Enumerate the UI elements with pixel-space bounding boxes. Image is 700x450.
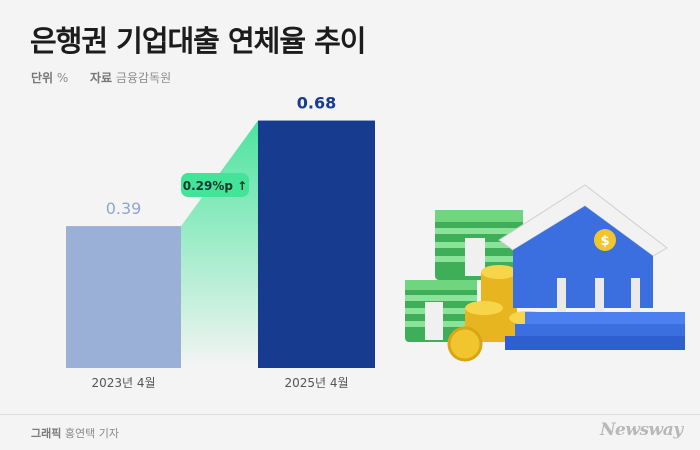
- chart-meta: 단위 % 자료 금융감독원: [31, 69, 171, 86]
- credit-key: 그래픽: [31, 427, 62, 440]
- cash-stack-icon: [405, 210, 523, 342]
- footer-divider: [0, 414, 700, 415]
- bank-money-illustration: $: [405, 184, 685, 362]
- bank-icon: $: [498, 184, 685, 350]
- chart-title: 은행권 기업대출 연체율 추이: [30, 24, 366, 58]
- unit-value: %: [56, 71, 69, 85]
- bar-0: [66, 226, 181, 368]
- bar-value-label-1: 0.68: [297, 94, 336, 113]
- source-key: 자료: [89, 71, 113, 85]
- increase-band: [181, 120, 258, 368]
- unit-key: 단위: [31, 71, 54, 85]
- newsway-logo: Newsway: [600, 420, 683, 440]
- category-label-1: 2025년 4월: [284, 376, 348, 390]
- increase-badge-label: 0.29%p ↑: [183, 179, 247, 193]
- svg-text:$: $: [600, 234, 609, 249]
- category-label-0: 2023년 4월: [91, 376, 155, 390]
- bar-value-label-0: 0.39: [106, 199, 142, 218]
- graphic-credit: 그래픽 홍연택 기자: [31, 425, 119, 441]
- increase-badge: [181, 173, 249, 197]
- credit-value: 홍연택 기자: [64, 427, 119, 440]
- bar-1: [258, 120, 375, 368]
- source-value: 금융감독원: [115, 71, 172, 85]
